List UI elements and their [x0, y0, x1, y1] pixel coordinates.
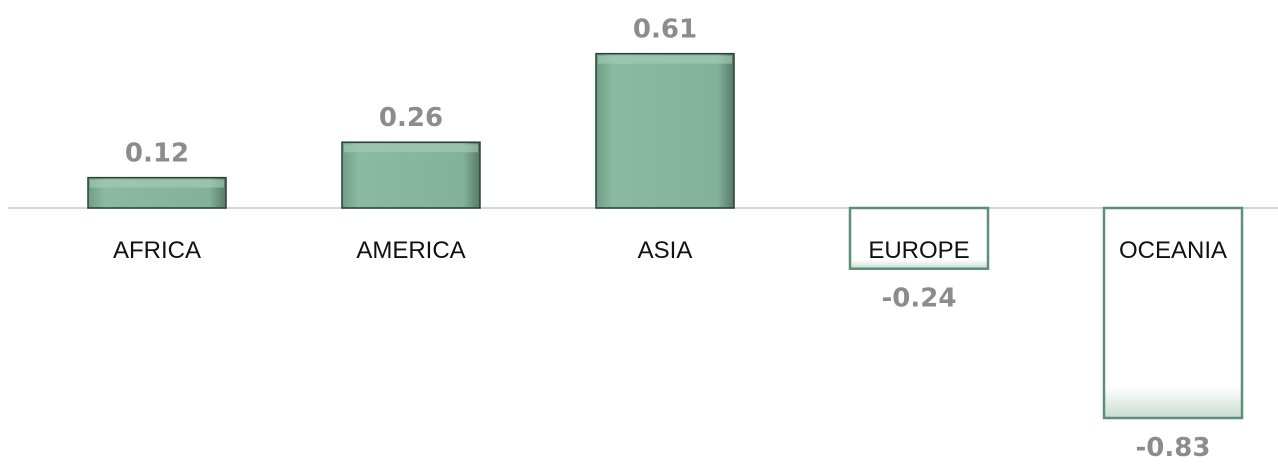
category-label-africa: AFRICA: [113, 237, 201, 264]
bar-asia-highlight: [598, 55, 732, 64]
category-label-europe: EUROPE: [868, 237, 969, 264]
value-label-america: 0.26: [379, 103, 443, 133]
value-label-oceania: -0.83: [1136, 433, 1211, 463]
category-label-america: AMERICA: [356, 237, 465, 264]
bar-america-highlight: [344, 144, 478, 153]
category-label-asia: ASIA: [638, 237, 693, 264]
bar-europe: [848, 206, 990, 270]
value-label-europe: -0.24: [882, 284, 957, 314]
category-label-oceania: OCEANIA: [1119, 237, 1227, 264]
bar-america: [341, 141, 481, 209]
bar-oceania: [1102, 206, 1244, 420]
bar-asia: [595, 52, 735, 209]
value-label-africa: 0.12: [125, 139, 189, 169]
value-label-asia: 0.61: [633, 15, 697, 45]
bar-africa-highlight: [90, 179, 224, 188]
